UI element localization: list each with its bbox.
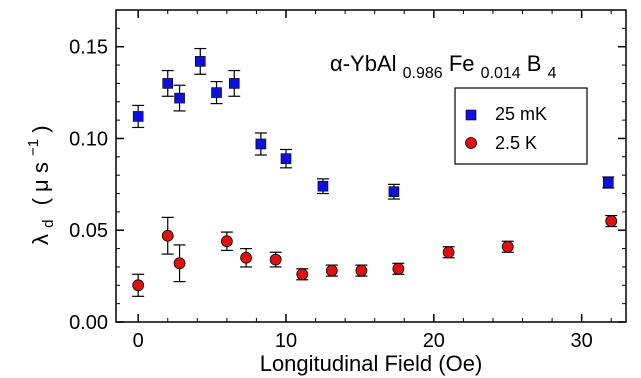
y-axis-label-subscript: d bbox=[40, 220, 57, 228]
series-2-5k bbox=[132, 214, 618, 297]
svg-text:λ d (: λ d ( μ s −1 ) bbox=[18, 125, 58, 245]
data-point-circle bbox=[269, 253, 282, 266]
chart-title-mid: Fe bbox=[449, 51, 475, 76]
x-axis: 0 10 20 30 bbox=[133, 10, 612, 352]
data-point-square bbox=[194, 56, 206, 67]
data-point-circle bbox=[325, 264, 338, 277]
legend-marker-square bbox=[465, 109, 477, 121]
data-point-square bbox=[255, 138, 267, 150]
y-axis-label-s: s bbox=[28, 162, 53, 173]
chart-title-subscript-3: 4 bbox=[548, 65, 557, 82]
chart-title-prefix: α-YbAl bbox=[330, 51, 397, 76]
legend-item-25mk: 25 mK bbox=[465, 104, 547, 124]
legend-label-2-5k: 2.5 K bbox=[495, 133, 537, 153]
x-tick-label: 0 bbox=[133, 330, 144, 352]
y-axis-label-lambda: λ bbox=[28, 234, 53, 245]
data-point-circle bbox=[296, 268, 309, 281]
x-tick-label: 30 bbox=[571, 330, 593, 352]
x-tick-label: 10 bbox=[275, 330, 297, 352]
data-point-circle bbox=[392, 262, 405, 275]
data-point-square bbox=[388, 186, 400, 197]
series-layer bbox=[132, 47, 618, 297]
data-point-square bbox=[132, 111, 144, 122]
data-point-square bbox=[602, 177, 614, 188]
series-25mk bbox=[132, 47, 615, 200]
data-point-square bbox=[228, 78, 240, 89]
data-point-circle bbox=[442, 246, 455, 259]
data-point-square bbox=[317, 180, 329, 192]
data-point-square bbox=[280, 153, 292, 164]
chart-title-subscript-2: 0.014 bbox=[481, 65, 521, 82]
x-tick-label: 20 bbox=[423, 330, 445, 352]
y-tick-label: 0.05 bbox=[69, 220, 108, 242]
data-point-circle bbox=[161, 229, 174, 242]
y-tick-label: 0.10 bbox=[69, 128, 108, 150]
legend: 25 mK 2.5 K bbox=[454, 87, 588, 165]
data-point-square bbox=[211, 87, 222, 98]
data-point-square bbox=[162, 78, 174, 89]
data-point-circle bbox=[355, 264, 368, 277]
chart-title-subscript-1: 0.986 bbox=[403, 65, 443, 82]
data-point-circle bbox=[605, 215, 618, 227]
chart-title: α-YbAl 0.986 Fe 0.014 B 4 bbox=[330, 51, 557, 83]
chart-title-suffix: B bbox=[527, 51, 542, 76]
x-axis-label: Longitudinal Field (Oe) bbox=[260, 351, 483, 376]
data-point-circle bbox=[240, 251, 252, 264]
y-tick-label: 0.00 bbox=[69, 312, 108, 334]
svg-text:α-YbAl 0.986 F: α-YbAl 0.986 Fe 0.014 B 4 bbox=[330, 51, 557, 83]
legend-item-2-5k: 2.5 K bbox=[465, 133, 537, 153]
data-point-circle bbox=[501, 240, 514, 253]
legend-marker-circle bbox=[465, 137, 477, 149]
legend-box bbox=[454, 87, 588, 165]
data-point-circle bbox=[173, 257, 186, 270]
y-axis-label-paren-open: ( bbox=[28, 197, 53, 205]
y-tick-label: 0.15 bbox=[69, 37, 108, 59]
data-point-square bbox=[174, 92, 185, 104]
y-axis-label: λ d ( μ s −1 ) bbox=[18, 125, 58, 245]
y-axis: 0.00 0.05 0.10 0.15 bbox=[69, 27, 626, 334]
data-point-circle bbox=[132, 279, 145, 292]
data-point-circle bbox=[220, 235, 233, 248]
y-axis-label-superscript: −1 bbox=[25, 139, 42, 156]
legend-label-25mk: 25 mK bbox=[495, 104, 547, 124]
y-axis-label-mu: μ bbox=[28, 179, 53, 192]
y-axis-label-paren-close: ) bbox=[28, 125, 53, 132]
